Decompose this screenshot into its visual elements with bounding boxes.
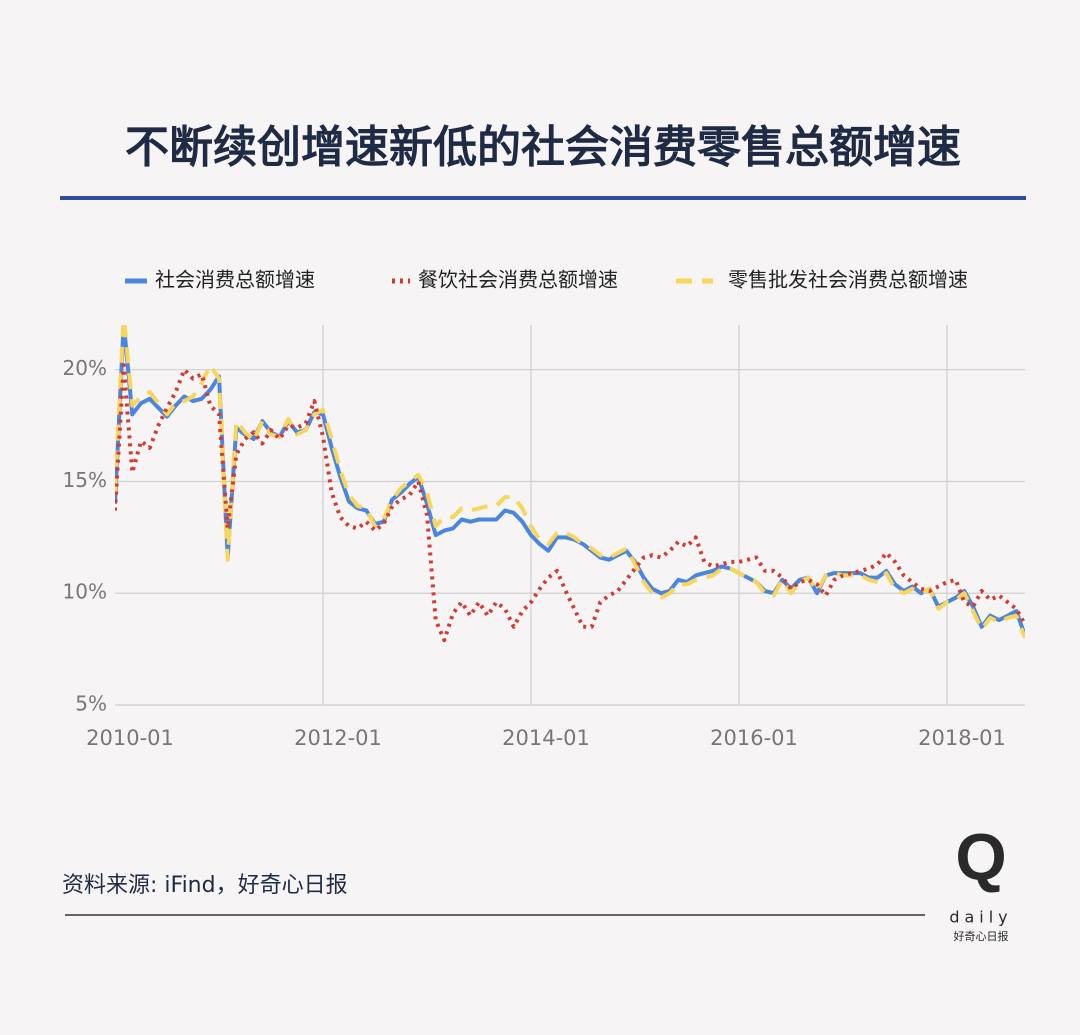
- logo-word: daily: [949, 908, 1012, 927]
- title-rule: [60, 196, 1026, 200]
- y-tick-label: 5%: [75, 692, 107, 716]
- y-tick-label: 15%: [63, 468, 107, 492]
- x-tick-label: 2010-01: [86, 726, 174, 750]
- source-note: 资料来源: iFind，好奇心日报: [62, 873, 348, 898]
- series-line: [115, 363, 1025, 643]
- legend-label: 零售批发社会消费总额增速: [728, 268, 968, 292]
- chart-title: 不断续创增速新低的社会消费零售总额增速: [125, 122, 961, 173]
- x-tick-label: 2018-01: [918, 726, 1006, 750]
- legend-label: 社会消费总额增速: [155, 268, 315, 292]
- series-line: [115, 325, 1025, 637]
- legend-label: 餐饮社会消费总额增速: [418, 268, 618, 292]
- series-line: [115, 325, 1025, 639]
- y-tick-label: 10%: [63, 580, 107, 604]
- x-tick-label: 2016-01: [710, 726, 798, 750]
- logo-mark: Q: [955, 819, 1006, 893]
- logo-name: 好奇心日报: [954, 929, 1009, 943]
- x-tick-label: 2014-01: [502, 726, 590, 750]
- y-tick-label: 20%: [63, 356, 107, 380]
- x-tick-label: 2012-01: [294, 726, 382, 750]
